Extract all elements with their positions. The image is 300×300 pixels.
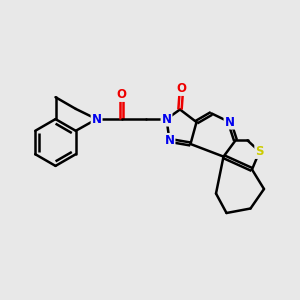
Text: S: S xyxy=(255,145,264,158)
Text: O: O xyxy=(116,88,127,101)
Text: O: O xyxy=(176,82,187,95)
Text: N: N xyxy=(224,116,235,129)
Text: N: N xyxy=(161,112,172,126)
Text: N: N xyxy=(92,112,102,126)
Text: N: N xyxy=(164,134,175,147)
